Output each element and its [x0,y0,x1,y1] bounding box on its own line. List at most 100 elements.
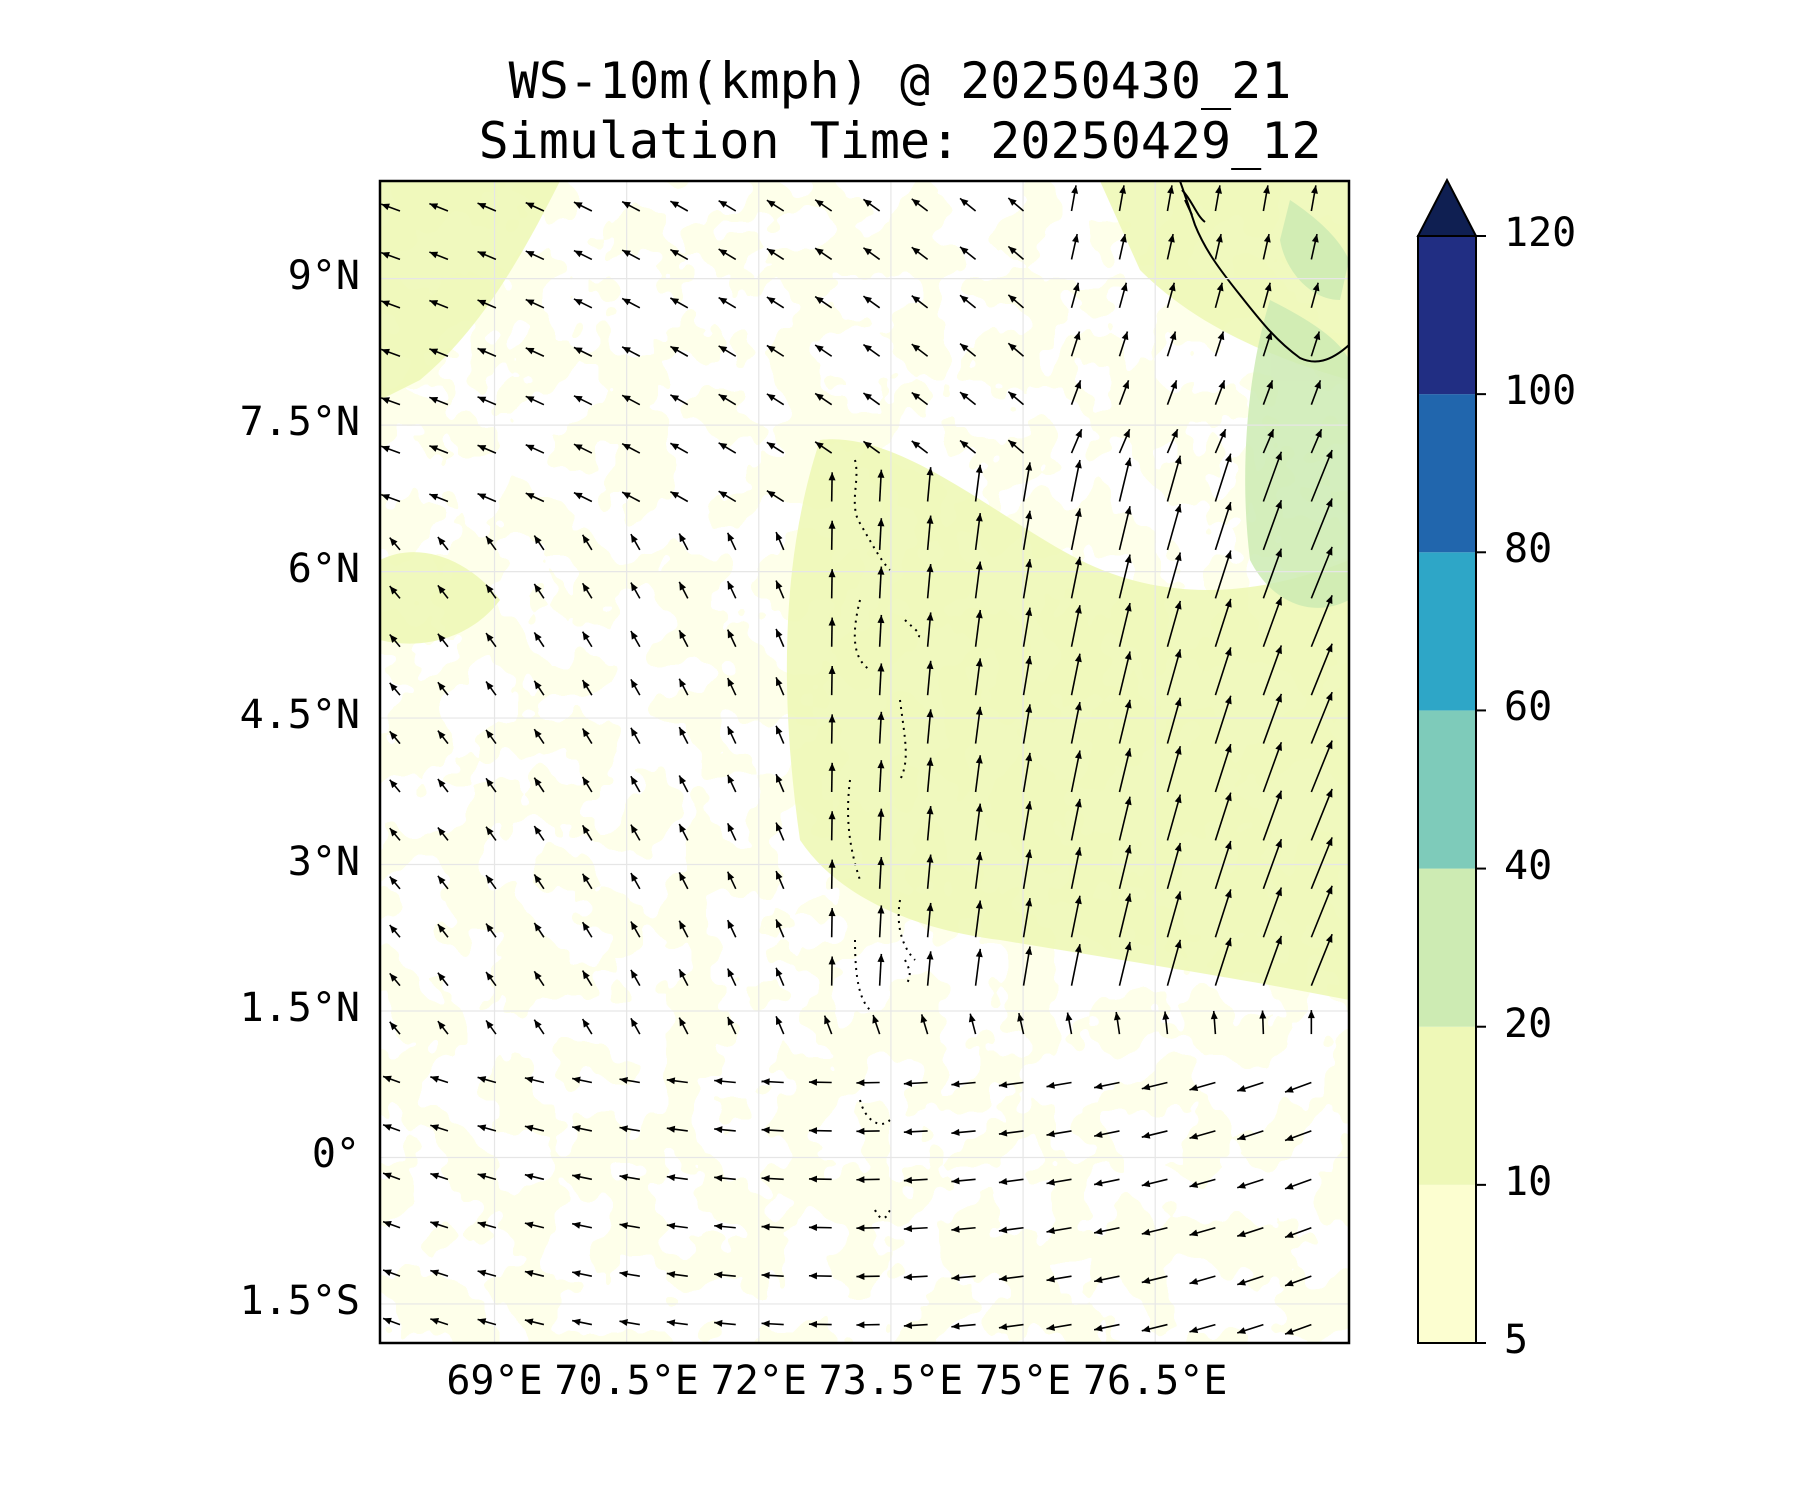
wind-vector [998,1226,1024,1234]
wind-vector [1022,752,1033,793]
wind-vector [1070,331,1081,357]
wind-vector [389,682,401,696]
wind-vector [862,343,881,357]
wind-vector [477,492,497,503]
wind-vector [1166,697,1182,744]
wind-vector [630,921,641,938]
wind-vector [1166,745,1182,793]
plot-title: WS-10m(kmph) @ 20250430_21 [508,52,1292,110]
wind-vector [1166,503,1182,551]
latitude-tick-label: 0° [311,1131,360,1178]
wind-vector [1189,1130,1216,1140]
wind-vector [429,202,449,212]
wind-vector [808,1127,832,1135]
wind-vector [718,345,737,357]
wind-vector [775,822,785,841]
wind-vector [766,393,785,406]
wind-vector [877,469,885,502]
wind-vector [630,533,641,551]
wind-vector [382,1269,401,1277]
wind-vector [619,1125,640,1133]
wind-vector [877,857,885,889]
wind-vector [1118,602,1132,647]
longitude-tick-label: 73.5°E [818,1358,964,1404]
wind-vector [572,1270,593,1278]
colorbar-tick-label: 5 [1504,1317,1529,1363]
wind-vector [1284,1081,1312,1093]
wind-vector [619,1076,640,1084]
longitude-tick-label: 69°E [446,1358,543,1404]
wind-vector [572,1318,593,1326]
wind-vector [1070,233,1079,260]
wind-vector [573,201,593,212]
wind-vector [1022,607,1033,647]
wind-vector [477,1076,497,1084]
wind-vector [669,200,689,212]
wind-vector [485,826,497,841]
wind-vector [581,631,593,648]
wind-vector [926,806,934,841]
wind-vector [1310,428,1323,454]
wind-vector [808,1272,832,1280]
wind-vector [959,197,977,212]
wind-vector [911,246,929,261]
wind-vector [1007,342,1025,357]
maldives-atolls [847,459,921,1220]
wind-vector [998,1129,1024,1137]
wind-vector [533,631,545,648]
wind-vector [477,1172,497,1181]
wind-vector [726,871,737,890]
wind-vector [1022,559,1033,599]
wind-vector [1262,887,1283,938]
wind-vector [1284,1178,1312,1190]
wind-vector [678,678,689,696]
wind-vector [1118,282,1128,309]
wind-vector [630,775,641,793]
wind-vector [1070,556,1082,599]
wind-vector [775,580,785,599]
wind-vector [581,873,593,890]
wind-vector [573,298,593,309]
wind-vector [1118,748,1132,793]
wind-vector [1214,598,1232,647]
wind-vector [533,535,545,551]
wind-vector [389,537,401,551]
wind-vector [1070,847,1082,889]
wind-vector [1118,428,1131,454]
wind-vector [389,633,401,648]
wind-vector [678,533,689,551]
wind-vector [573,249,593,261]
latitude-tick-label: 1.5°N [239,985,360,1031]
wind-vector [903,1225,928,1233]
wind-vector [1310,933,1333,986]
wind-speed-fill-20-40 [1245,200,1349,608]
wind-vector [1007,294,1025,309]
wind-vector [862,295,881,309]
wind-vector [1141,1178,1168,1188]
wind-vector [1236,1178,1264,1189]
wind-vector [437,972,449,987]
wind-vector [1070,428,1083,454]
wind-vector [533,874,545,890]
wind-vector [666,1222,688,1230]
wind-vector [1166,939,1182,986]
wind-vector [437,730,449,745]
wind-vector [823,1015,833,1035]
wind-vector [1022,704,1033,744]
wind-vector [808,1078,832,1086]
wind-vector [1118,796,1132,841]
wind-vector [877,518,885,550]
wind-vector [485,1019,497,1035]
wind-vector [1262,380,1274,405]
wind-vector [726,629,737,648]
wind-vector [525,492,545,503]
wind-vector [1070,508,1082,551]
wind-vector [437,826,449,841]
wind-vector [1310,691,1333,744]
wind-vector [926,563,934,599]
wind-vector [630,824,641,841]
wind-vector [1262,935,1283,986]
wind-vector [1141,1130,1168,1139]
